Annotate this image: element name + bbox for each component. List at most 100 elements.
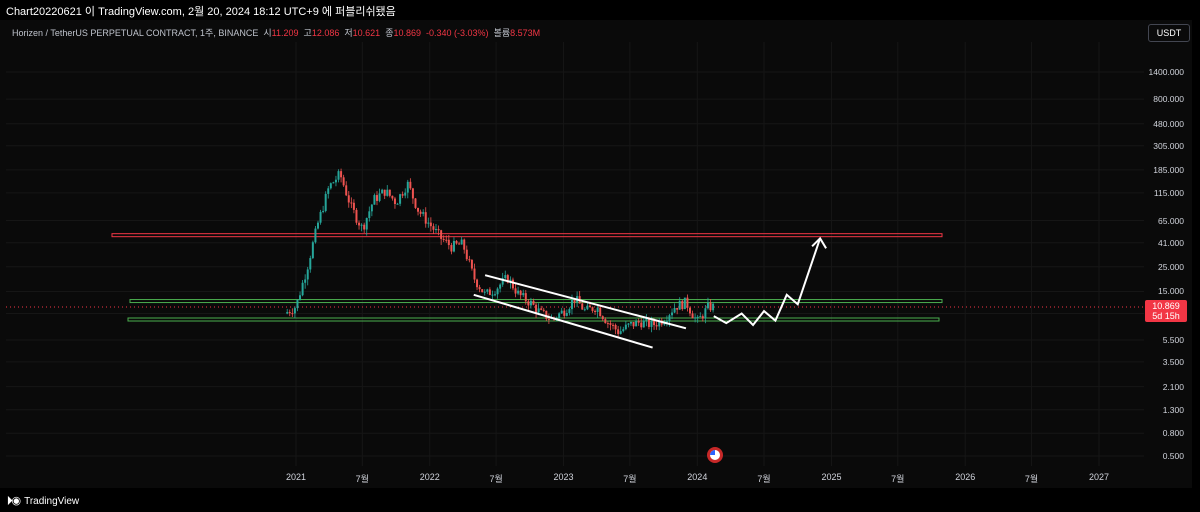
- candle-body: [427, 222, 430, 224]
- candle-body: [491, 294, 494, 296]
- candle-body: [696, 316, 699, 318]
- publish-text: Chart20220621 이 TradingView.com, 2월 20, …: [6, 6, 396, 18]
- candle-body: [691, 313, 694, 319]
- candle-body: [473, 268, 476, 280]
- time-tick-label: 7월: [355, 474, 369, 484]
- symbol-legend: Horizen / TetherUS PERPETUAL CONTRACT, 1…: [12, 26, 540, 39]
- candle-body: [404, 192, 407, 196]
- candle-body: [417, 207, 420, 212]
- candle-body: [391, 195, 394, 199]
- currency-button[interactable]: USDT: [1148, 24, 1190, 42]
- candle-body: [560, 310, 563, 314]
- candle-body: [517, 290, 520, 294]
- candle-body: [529, 300, 532, 306]
- candle-body: [542, 309, 545, 311]
- price-tick-label: 800.000: [1153, 94, 1184, 105]
- tradingview-brand[interactable]: ⏵◉ TradingView: [7, 494, 79, 508]
- candle-body: [617, 329, 620, 334]
- time-tick-label: 2025: [821, 472, 842, 482]
- candle-body: [345, 185, 348, 196]
- candle-body: [688, 307, 691, 314]
- price-tick-label: 0.800: [1162, 428, 1184, 439]
- candle-body: [435, 229, 438, 231]
- candle-body: [358, 222, 361, 226]
- time-tick-label: 2023: [553, 472, 574, 482]
- price-axis[interactable]: 1400.000 800.000 480.000 305.000 185.000 115.…: [1144, 42, 1192, 466]
- price-tick-label: 1.300: [1162, 404, 1184, 415]
- price-tick-label: 0.500: [1162, 451, 1184, 461]
- candle-body: [591, 307, 594, 311]
- candle-body: [614, 324, 617, 330]
- candle-body: [286, 312, 289, 314]
- us-flag-icon[interactable]: [707, 447, 723, 463]
- projection-arrowhead: [811, 236, 827, 249]
- candle-body: [627, 323, 630, 325]
- candle-body: [532, 300, 535, 305]
- chart-plot-area[interactable]: [6, 42, 1144, 466]
- candle-body: [599, 307, 602, 317]
- candle-body: [478, 287, 481, 290]
- close-value: 10.869: [393, 28, 421, 38]
- candle-body: [606, 323, 609, 325]
- candle-body: [365, 218, 368, 230]
- projection-path: [713, 237, 822, 327]
- candle-body: [442, 238, 445, 240]
- price-tick-label: 115.000: [1153, 187, 1184, 198]
- candle-body: [640, 322, 643, 328]
- candle-body: [332, 182, 335, 184]
- time-tick-label: 2027: [1088, 472, 1110, 482]
- candle-body: [340, 171, 343, 178]
- resistance-zone: [111, 233, 943, 238]
- candle-body: [596, 307, 599, 313]
- time-tick-label: 2022: [419, 472, 440, 482]
- candle-body: [450, 245, 453, 252]
- price-tick-label: 3.500: [1162, 356, 1184, 367]
- candle-body: [619, 331, 622, 334]
- candle-body: [355, 209, 358, 223]
- candle-body: [445, 239, 448, 241]
- candle-body: [494, 294, 497, 296]
- channel-lower-line: [473, 293, 653, 349]
- candle-body: [465, 249, 468, 260]
- candle-body: [476, 279, 479, 288]
- candle-body: [681, 300, 684, 310]
- time-tick-label: 2021: [285, 472, 307, 482]
- candle-body: [463, 239, 466, 250]
- candle-body: [588, 305, 591, 308]
- candle-body: [409, 181, 412, 189]
- candle-body: [699, 316, 702, 318]
- high-value: 12.086: [311, 28, 340, 38]
- candle-body: [319, 211, 322, 223]
- time-tick-label: 7월: [891, 474, 905, 484]
- high-label: 고: [303, 28, 312, 38]
- time-axis[interactable]: 2021 7월 2022 7월 2023 7월 2024 7월 2025 7월 2026 7월 2027: [6, 466, 1144, 488]
- price-chart[interactable]: [6, 42, 1144, 466]
- candle-body: [393, 198, 396, 204]
- candle-body: [399, 194, 402, 204]
- candle-body: [306, 269, 309, 280]
- candle-body: [288, 312, 291, 314]
- candle-body: [535, 304, 538, 313]
- candle-body: [673, 307, 676, 313]
- candle-body: [360, 224, 363, 226]
- price-tick-label: 5.500: [1162, 334, 1184, 345]
- candle-body: [322, 210, 325, 212]
- candle-body: [452, 240, 455, 252]
- candle-body: [678, 300, 681, 310]
- candle-body: [458, 243, 461, 245]
- symbol-title[interactable]: Horizen / TetherUS PERPETUAL CONTRACT, 1…: [12, 28, 259, 38]
- candle-body: [671, 312, 674, 316]
- candle-body: [581, 303, 584, 310]
- candle-body: [401, 194, 404, 196]
- tradingview-logo-icon: ⏵◉: [7, 495, 21, 507]
- candle-body: [655, 325, 658, 327]
- candle-body: [706, 302, 709, 309]
- candle-body: [629, 322, 632, 324]
- candle-body: [501, 278, 504, 285]
- candle-body: [422, 212, 425, 214]
- candle-body: [499, 284, 502, 289]
- candle-body: [686, 297, 689, 308]
- candle-body: [488, 289, 491, 296]
- candle-body: [396, 203, 399, 205]
- candle-body: [350, 202, 353, 204]
